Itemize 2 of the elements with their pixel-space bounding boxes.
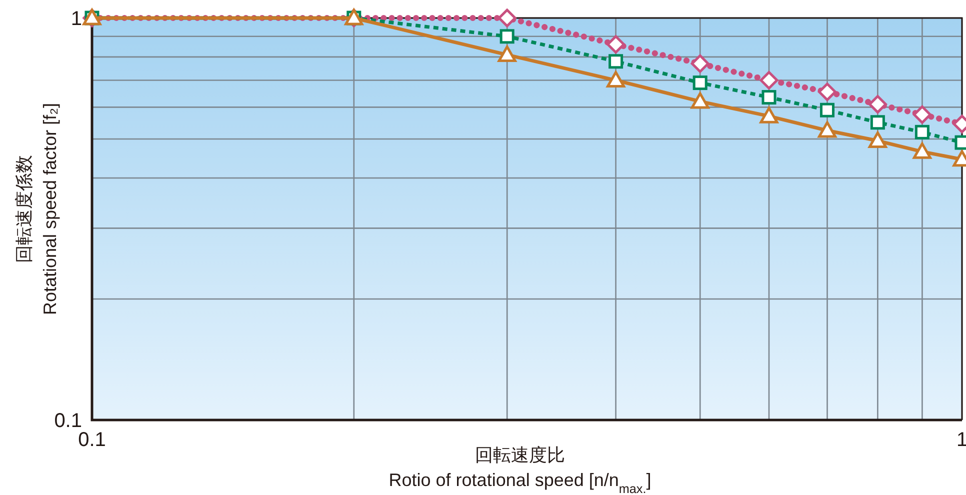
x-axis-title: 回転速度比 Rotio of rotational speed [n/n$_{max.}$]: [388, 445, 652, 495]
y-axis-title: 回転速度係数 Rotational speed factor [f₂]: [14, 102, 60, 316]
